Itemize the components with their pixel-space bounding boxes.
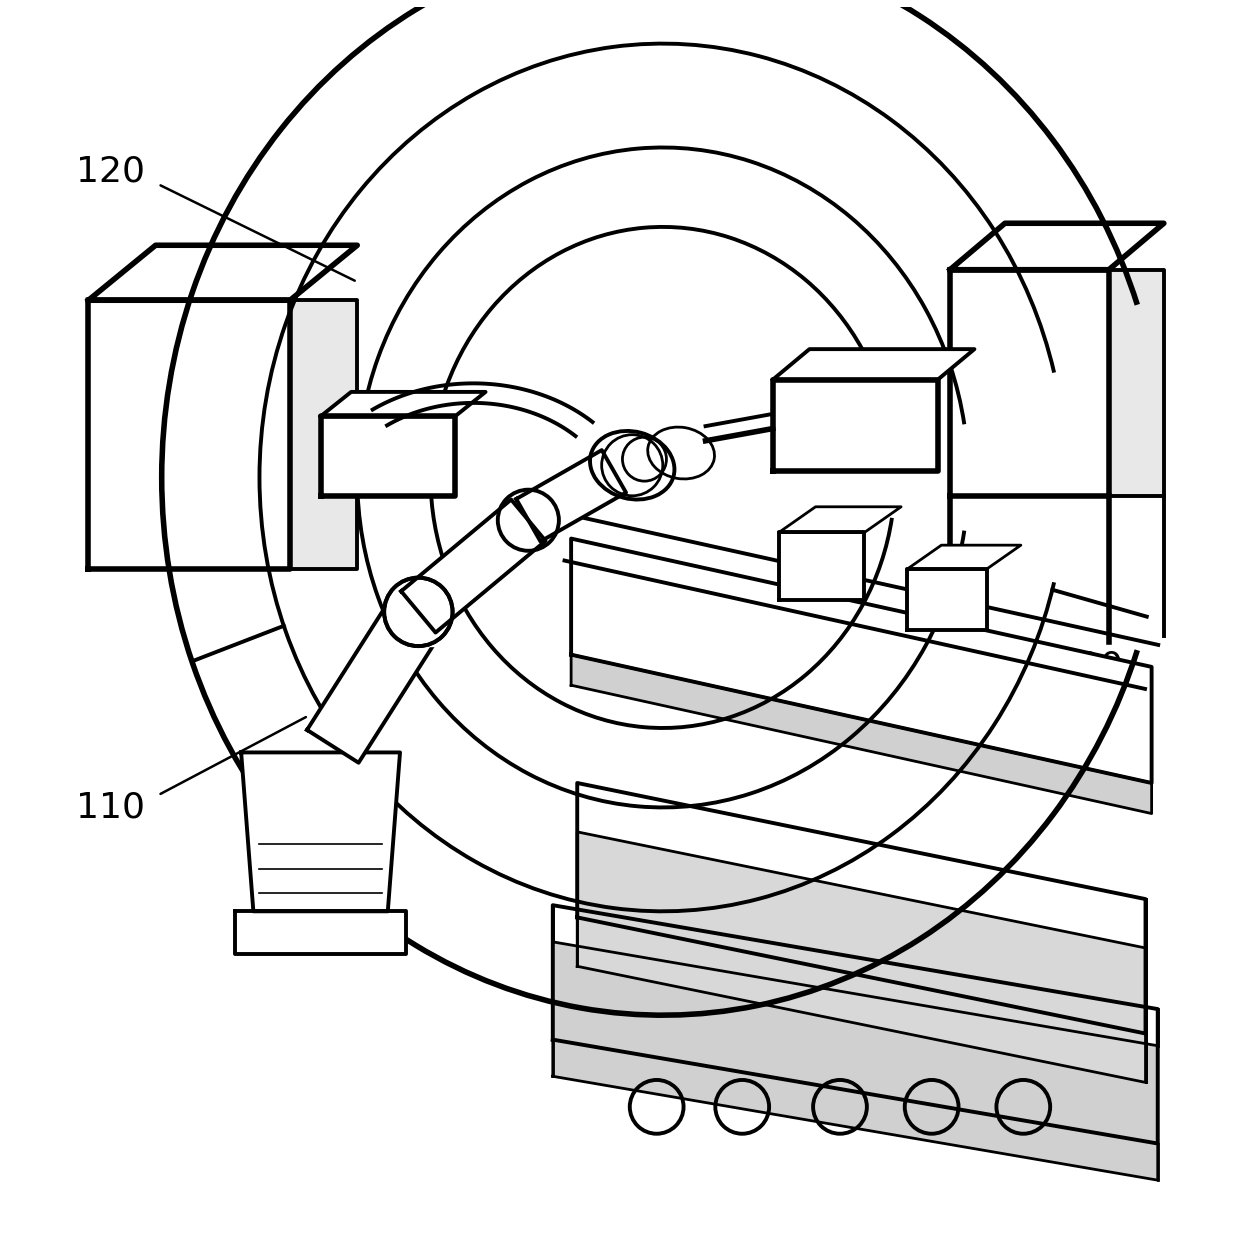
Polygon shape	[572, 539, 1152, 782]
Text: 130: 130	[1054, 650, 1123, 684]
Polygon shape	[578, 832, 1146, 1083]
Polygon shape	[321, 417, 455, 496]
Polygon shape	[290, 300, 357, 569]
Polygon shape	[384, 577, 453, 646]
Polygon shape	[88, 245, 357, 300]
Text: 120: 120	[76, 154, 145, 189]
Polygon shape	[908, 545, 1021, 569]
Polygon shape	[553, 905, 1158, 1143]
Polygon shape	[308, 596, 444, 763]
Polygon shape	[779, 533, 864, 599]
Polygon shape	[516, 450, 626, 541]
Polygon shape	[572, 655, 1152, 813]
Polygon shape	[88, 300, 290, 569]
Polygon shape	[950, 269, 1109, 496]
Text: 110: 110	[76, 791, 145, 824]
Polygon shape	[773, 379, 937, 471]
Polygon shape	[553, 942, 1158, 1180]
Polygon shape	[779, 507, 901, 533]
Polygon shape	[236, 911, 407, 954]
Polygon shape	[908, 569, 987, 630]
Polygon shape	[773, 349, 975, 379]
Polygon shape	[1109, 269, 1164, 496]
Polygon shape	[241, 753, 401, 911]
Polygon shape	[321, 392, 486, 417]
Polygon shape	[401, 499, 546, 633]
Polygon shape	[578, 782, 1146, 1033]
Polygon shape	[950, 224, 1164, 269]
